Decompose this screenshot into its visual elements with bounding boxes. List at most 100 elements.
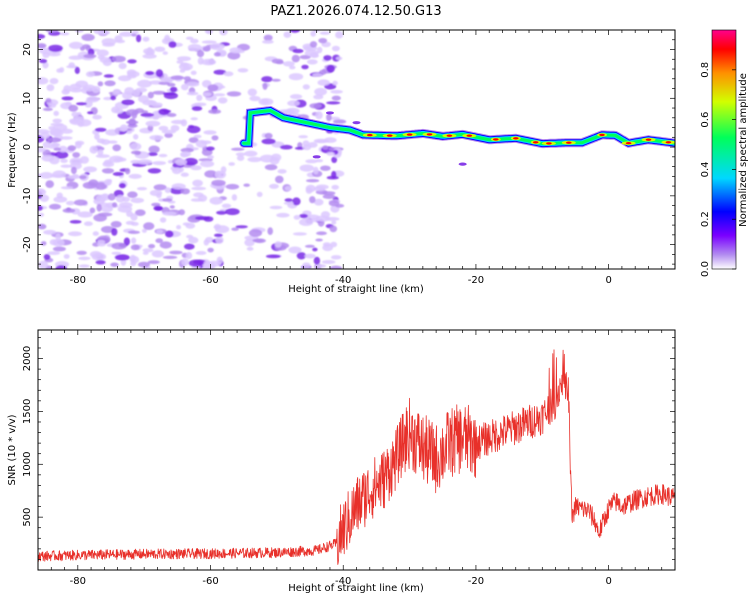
noise-blob — [209, 43, 225, 51]
noise-blob — [216, 210, 227, 215]
trace-peak-red — [625, 142, 632, 145]
snr-y-axis: 500 1000 1500 2000 — [22, 337, 675, 571]
spectrogram-y-tick-label: 20 — [22, 43, 33, 56]
noise-blob — [114, 35, 123, 42]
noise-blob — [59, 32, 70, 36]
noise-blob — [82, 44, 91, 49]
noise-blob — [110, 262, 119, 267]
noise-blob — [248, 229, 263, 237]
noise-blob — [119, 31, 134, 37]
noise-blob — [52, 118, 62, 124]
noise-blob — [87, 48, 95, 56]
noise-blob — [313, 166, 319, 175]
trace-peak-red — [426, 133, 433, 136]
noise-blob — [326, 151, 335, 156]
noise-blob — [155, 69, 164, 78]
noise-blob — [82, 84, 96, 92]
noise-blob — [92, 114, 102, 120]
snr-series-line — [38, 349, 675, 565]
noise-blob — [117, 75, 132, 82]
noise-blob — [231, 147, 245, 151]
noise-blob — [87, 111, 94, 115]
noise-blob — [42, 61, 49, 69]
noise-blob — [301, 64, 309, 70]
noise-blob — [81, 33, 95, 42]
noise-blob — [156, 229, 164, 234]
noise-blob — [283, 61, 295, 67]
noise-blob — [148, 145, 160, 154]
noise-blob — [308, 142, 318, 148]
noise-blob — [159, 241, 172, 249]
noise-blob — [323, 55, 332, 61]
noise-blob — [142, 248, 154, 253]
noise-blob — [283, 31, 292, 38]
noise-blob — [332, 80, 338, 86]
noise-blob — [111, 228, 118, 236]
noise-blob — [159, 217, 167, 223]
noise-blob — [187, 44, 202, 52]
noise-blob — [172, 167, 182, 175]
noise-blob — [322, 194, 336, 200]
spectrogram-x-axis: -80 -60 -40 -20 0 — [37, 30, 676, 286]
noise-blob — [112, 172, 124, 176]
noise-blob — [127, 59, 137, 64]
noise-blob — [52, 238, 65, 247]
noise-blob — [315, 184, 329, 190]
trace-peak-red — [493, 138, 499, 141]
noise-blob — [152, 90, 166, 95]
noise-blob — [89, 251, 102, 258]
noise-blob — [296, 252, 307, 260]
chart-title: PAZ1.2026.074.12.50.G13 — [270, 4, 441, 19]
noise-blob — [326, 113, 332, 122]
noise-blob — [94, 133, 100, 140]
noise-blob — [202, 46, 211, 52]
noise-blob — [309, 41, 318, 48]
noise-blob — [182, 222, 191, 226]
noise-blob — [74, 140, 85, 146]
noise-blob — [149, 135, 164, 141]
noise-blob — [203, 239, 209, 246]
trace-peak-red — [386, 134, 393, 137]
colorbar-tick-label: 0.8 — [700, 62, 711, 78]
colorbar-tick-label: 0.6 — [700, 112, 711, 128]
noise-blob — [214, 223, 221, 230]
noise-blob — [95, 154, 110, 159]
noise-blob — [48, 126, 55, 130]
noise-blob — [169, 86, 178, 93]
noise-blob — [298, 135, 309, 139]
noise-blob — [302, 262, 311, 269]
noise-blob — [38, 146, 46, 153]
snr-y-tick-label: 2000 — [22, 346, 33, 371]
noise-blob — [176, 225, 182, 230]
noise-blob — [158, 81, 171, 85]
noise-blob — [111, 55, 126, 63]
noise-blob — [38, 260, 49, 269]
noise-blob — [71, 166, 77, 175]
noise-blob — [100, 139, 111, 145]
snr-panel: -80 -60 -40 -20 0 500 1000 1500 2000 Height of … — [7, 329, 676, 594]
noise-blob — [185, 252, 193, 260]
noise-blob — [213, 93, 226, 97]
snr-background — [38, 330, 675, 570]
noise-blob — [180, 172, 189, 177]
noise-blob — [101, 226, 115, 233]
noise-blob — [188, 236, 199, 244]
noise-blob — [128, 118, 136, 126]
noise-blob — [38, 212, 45, 217]
noise-blob — [152, 161, 166, 166]
noise-blob — [204, 30, 212, 34]
noise-blob — [275, 175, 284, 184]
snr-y-label: SNR (10 * v/v) — [7, 414, 18, 485]
noise-blob — [315, 238, 323, 242]
noise-blob — [207, 155, 214, 160]
noise-blob — [50, 142, 61, 148]
noise-blob — [177, 56, 191, 62]
noise-blob — [85, 71, 95, 78]
noise-blob — [292, 232, 307, 236]
noise-blob — [290, 94, 303, 100]
noise-blob — [309, 196, 316, 204]
noise-blob — [95, 260, 106, 265]
noise-blob — [60, 164, 72, 168]
noise-blob — [52, 124, 68, 131]
noise-cloud — [38, 30, 347, 269]
